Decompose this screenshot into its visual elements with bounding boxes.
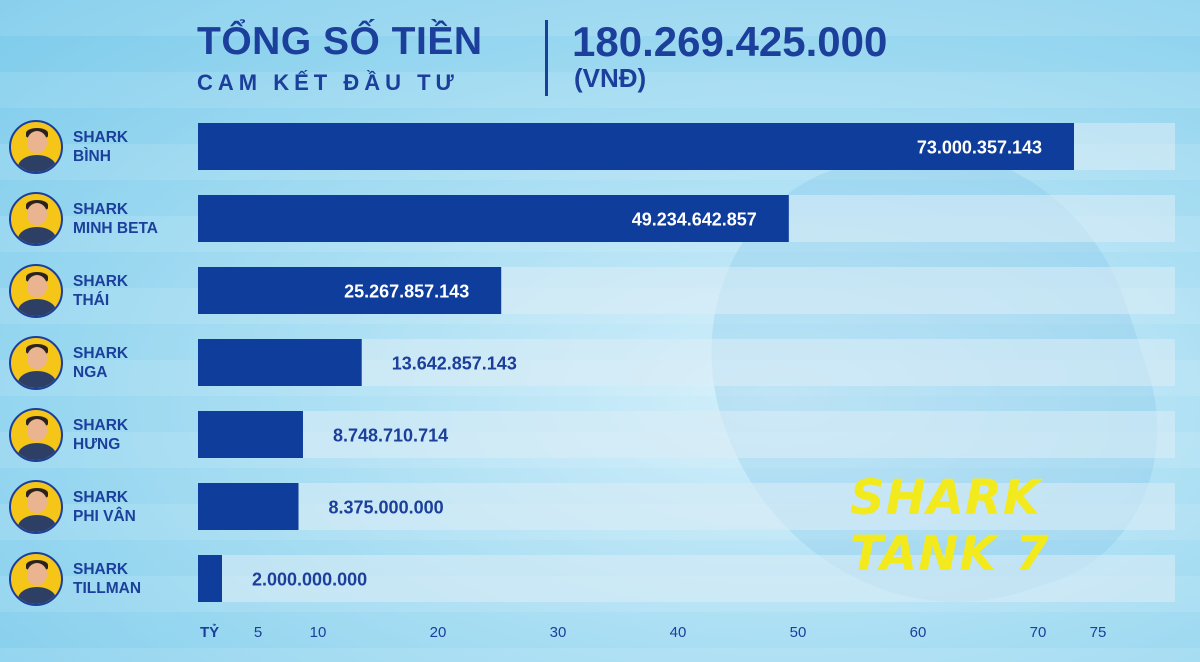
shark-avatar — [9, 120, 63, 174]
bar — [198, 123, 1075, 170]
bar — [198, 555, 222, 602]
bar — [198, 483, 299, 530]
bar-value-label: 13.642.857.143 — [392, 354, 517, 374]
shark-name-label: SHARK MINH BETA — [73, 200, 158, 238]
x-tick-label: 50 — [790, 624, 807, 641]
shark-name-label: SHARK TILLMAN — [73, 560, 141, 598]
shark-name-label: SHARK PHI VÂN — [73, 488, 136, 526]
shark-name-line: SHARK — [73, 201, 129, 218]
x-tick-label: 40 — [670, 624, 687, 641]
total-amount-unit: (VNĐ) — [574, 63, 647, 93]
bar-value-label: 2.000.000.000 — [252, 570, 367, 590]
x-tick-label: 60 — [910, 624, 927, 641]
title-divider — [545, 20, 548, 96]
shark-name-line: BÌNH — [73, 148, 111, 165]
bar — [198, 267, 502, 314]
shark-name-line: PHI VÂN — [73, 508, 136, 525]
bar — [198, 339, 362, 386]
shark-avatar — [9, 336, 63, 390]
bar-value-label: 49.234.642.857 — [632, 210, 757, 230]
bar-track — [198, 483, 1175, 530]
shark-name-label: SHARK NGA — [73, 344, 128, 382]
shark-name-line: SHARK — [73, 129, 129, 146]
shark-tank-logo-text: SHARK TANK 7 — [850, 470, 1050, 582]
x-tick-label: 10 — [310, 624, 327, 641]
shark-avatar — [9, 408, 63, 462]
shark-name-line: SHARK — [73, 417, 129, 434]
shark-name-line: HƯNG — [73, 436, 121, 453]
shark-name-label: SHARK HƯNG — [73, 416, 128, 454]
x-tick-label: 5 — [254, 624, 262, 641]
x-axis-unit-label: TỶ — [200, 624, 219, 641]
shark-name-label: SHARK BÌNH — [73, 128, 128, 166]
shark-name-line: SHARK — [73, 489, 129, 506]
bar — [198, 411, 303, 458]
x-tick-label: 20 — [430, 624, 447, 641]
shark-name-line: TILLMAN — [73, 580, 142, 597]
x-tick-label: 75 — [1090, 624, 1107, 641]
total-amount: 180.269.425.000 — [572, 18, 888, 65]
bar-value-label: 8.748.710.714 — [333, 426, 448, 446]
shark-name-line: SHARK — [73, 561, 129, 578]
shark-name-line: NGA — [73, 364, 108, 381]
x-tick-label: 70 — [1030, 624, 1047, 641]
bar — [198, 195, 789, 242]
bar-value-label: 25.267.857.143 — [344, 282, 469, 302]
shark-name-line: SHARK — [73, 345, 129, 362]
bar-value-label: 8.375.000.000 — [329, 498, 444, 518]
bar-value-label: 73.000.357.143 — [917, 138, 1042, 158]
title-line-1: TỔNG SỐ TIỀN — [197, 20, 483, 63]
bar-track — [198, 411, 1175, 458]
shark-name-line: SHARK — [73, 273, 129, 290]
x-tick-label: 30 — [550, 624, 567, 641]
shark-name-line: THÁI — [73, 292, 110, 309]
shark-name-label: SHARK THÁI — [73, 272, 128, 310]
shark-avatar — [9, 192, 63, 246]
shark-avatar — [9, 480, 63, 534]
title-line-2: CAM KẾT ĐẦU TƯ — [197, 70, 459, 95]
bar-track — [198, 555, 1175, 602]
shark-name-line: MINH BETA — [73, 220, 158, 237]
shark-avatar — [9, 552, 63, 606]
shark-avatar — [9, 264, 63, 318]
